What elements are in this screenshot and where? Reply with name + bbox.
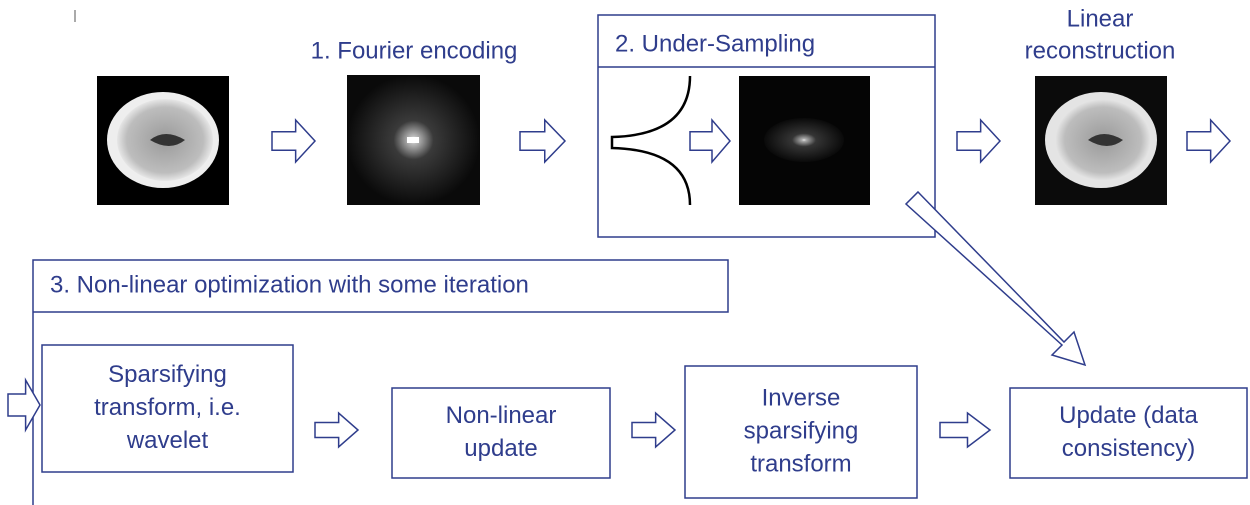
process-label: sparsifying — [744, 417, 859, 444]
brain-image — [97, 76, 229, 205]
linear-label: Linear — [1067, 5, 1134, 32]
process-label: transform — [750, 450, 851, 477]
step-label: 3. Non-linear optimization with some ite… — [50, 271, 529, 298]
block-arrow — [956, 118, 1002, 164]
optimization-frame — [32, 259, 729, 505]
process-label: Inverse — [762, 384, 841, 411]
undersampled-kspace — [739, 76, 870, 205]
process-label: transform, i.e. — [94, 394, 241, 421]
process-box — [684, 365, 918, 499]
block-arrow — [271, 118, 317, 164]
block-arrow — [7, 377, 41, 433]
process-box — [391, 387, 611, 479]
block-arrow — [939, 411, 992, 449]
sampling-curve — [610, 75, 692, 206]
process-label: Sparsifying — [108, 361, 227, 388]
step-label: 1. Fourier encoding — [311, 37, 518, 64]
process-label: consistency) — [1062, 435, 1195, 462]
process-label: Non-linear — [446, 402, 557, 429]
reconstructed-image — [1035, 76, 1167, 205]
process-label: Update (data — [1059, 402, 1198, 429]
block-arrow — [314, 411, 360, 449]
step-label: 2. Under-Sampling — [615, 30, 815, 57]
process-label: update — [464, 435, 537, 462]
block-arrow — [689, 117, 731, 165]
process-label: wavelet — [126, 427, 209, 454]
undersampling-box — [597, 14, 936, 238]
linear-label: reconstruction — [1025, 37, 1176, 64]
block-arrow — [631, 411, 677, 449]
kspace-image — [347, 75, 480, 205]
diagonal-arrow — [904, 190, 1087, 367]
block-arrow — [519, 118, 567, 164]
process-box — [1009, 387, 1248, 479]
block-arrow — [1186, 118, 1232, 164]
process-box — [41, 344, 294, 473]
